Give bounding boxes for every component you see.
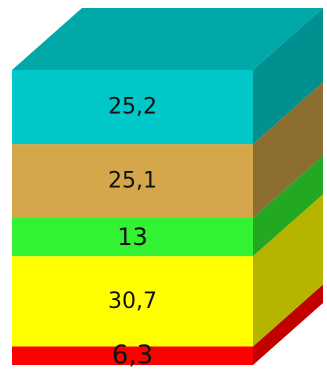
segment-25-1-front <box>12 144 253 218</box>
segment-6-3-side <box>253 284 323 365</box>
segment-30-7-side <box>253 194 323 347</box>
segment-6-3-front <box>12 346 253 365</box>
block-top-face <box>12 8 323 70</box>
segment-13-value-label: 13 <box>117 223 148 251</box>
segment-30-7-value-label: 30,7 <box>108 289 157 314</box>
segment-6-3-value-label: 6,3 <box>112 341 153 371</box>
segment-30-7-front <box>12 256 253 347</box>
segment-25-2-front <box>12 70 253 145</box>
segment-25-2-side <box>253 8 323 145</box>
segment-25-2-value-label: 25,2 <box>108 95 157 120</box>
segment-25-1-side <box>253 82 323 218</box>
segment-25-1-value-label: 25,1 <box>108 169 157 194</box>
segment-13-side <box>253 155 323 257</box>
segment-13-front <box>12 217 253 257</box>
